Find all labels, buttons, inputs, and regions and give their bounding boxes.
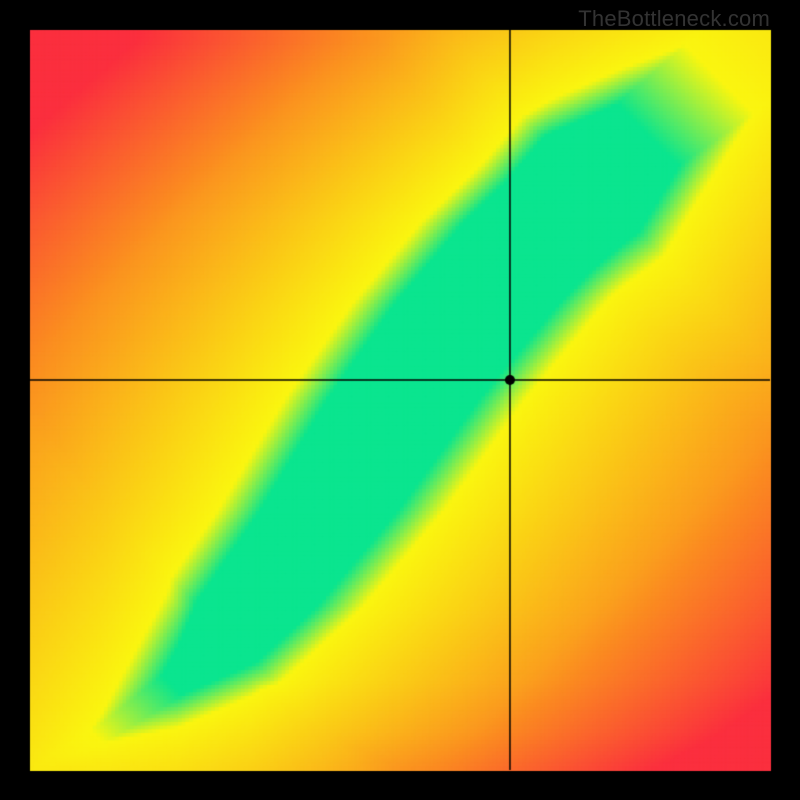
watermark-text: TheBottleneck.com xyxy=(578,6,770,32)
chart-container: TheBottleneck.com xyxy=(0,0,800,800)
bottleneck-heatmap xyxy=(0,0,800,800)
